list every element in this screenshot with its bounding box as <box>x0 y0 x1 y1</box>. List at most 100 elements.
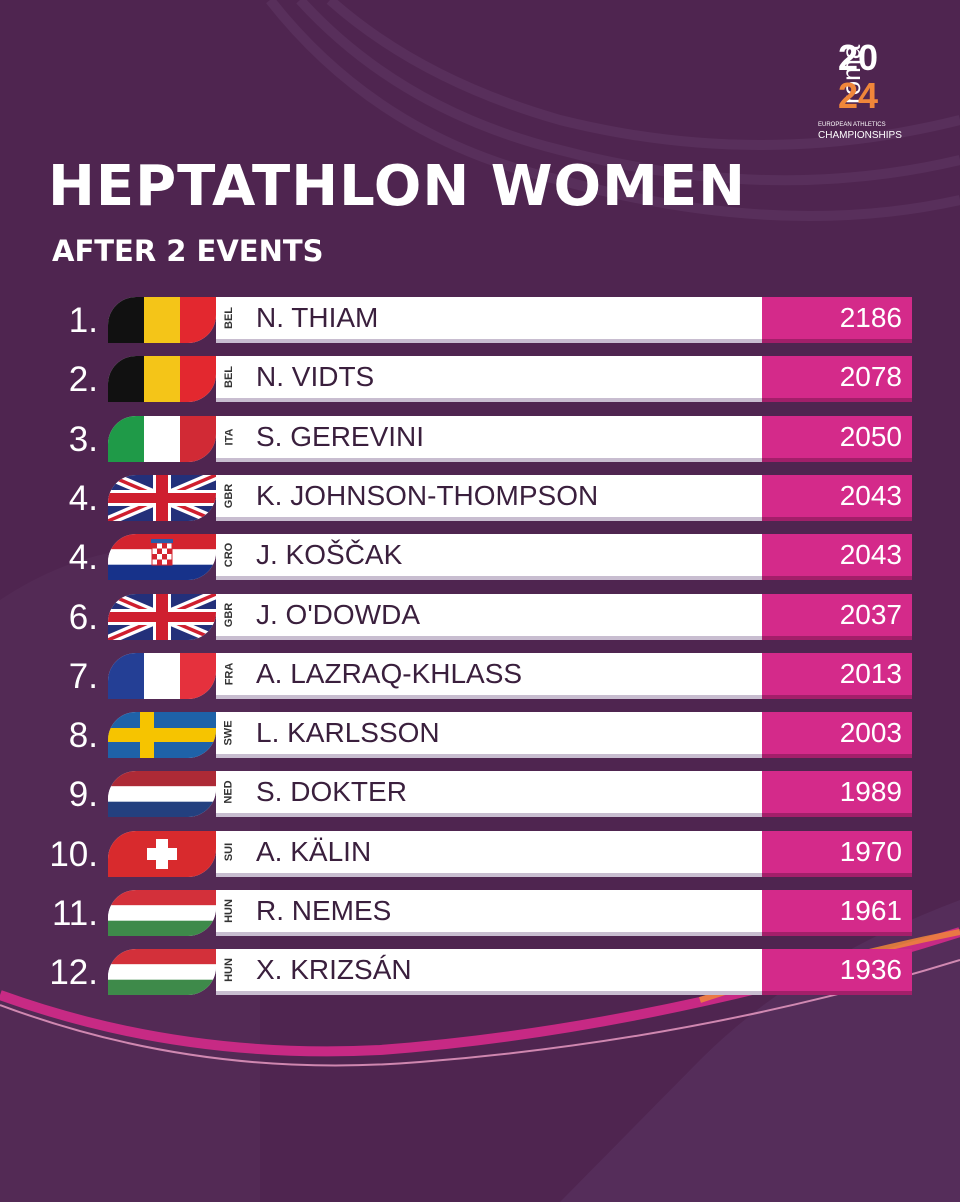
points-value: 1970 <box>839 836 902 867</box>
points-value: 2013 <box>839 658 902 689</box>
rank-label: 4. <box>68 538 98 577</box>
points-box: 2186 <box>762 297 912 343</box>
country-code: NED <box>216 771 242 813</box>
athlete-name: N. VIDTS <box>256 361 375 392</box>
points-value: 1989 <box>839 776 902 807</box>
country-code-text: HUN <box>223 958 235 982</box>
athlete-name: S. DOKTER <box>256 776 407 807</box>
country-code: HUN <box>216 890 242 932</box>
rank-label: 3. <box>68 420 98 459</box>
country-code-text: FRA <box>222 662 235 686</box>
points-value: 1936 <box>839 954 902 985</box>
standings-row: 6. GBR J. O'DOWDA 2037 <box>0 594 960 640</box>
belgium-flag-icon <box>108 297 216 343</box>
rank-label: 1. <box>68 301 98 340</box>
sweden-flag-icon <box>108 712 216 758</box>
athlete-name-bar: BEL N. THIAM <box>216 297 762 343</box>
points-box: 2043 <box>762 475 912 521</box>
standings-row: 3. ITA S. GEREVINI 2050 <box>0 416 960 462</box>
athlete-name-bar: FRA A. LAZRAQ-KHLASS <box>216 653 762 699</box>
uk-flag-icon <box>108 475 216 521</box>
standings-row: 10. SUI A. KÄLIN 1970 <box>0 831 960 877</box>
athlete-name: X. KRIZSÁN <box>256 954 412 985</box>
country-code-text: GBR <box>222 602 235 628</box>
athlete-name: N. THIAM <box>256 302 379 333</box>
points-value: 2043 <box>839 539 902 570</box>
points-box: 1989 <box>762 771 912 817</box>
country-code-text: BEL <box>223 366 235 388</box>
uk-flag-icon <box>108 594 216 640</box>
france-flag-icon <box>108 653 216 699</box>
points-value: 2003 <box>839 717 902 748</box>
logo-year-top: 20 <box>838 37 878 78</box>
logo-city-text: roma <box>836 44 866 104</box>
page-subtitle: AFTER 2 EVENTS <box>52 234 324 268</box>
points-value: 2078 <box>839 361 902 392</box>
page-title: HEPTATHLON WOMEN <box>48 154 746 219</box>
croatia-flag-icon <box>108 534 216 580</box>
hungary-flag-icon <box>108 890 216 936</box>
athlete-name: J. KOŠČAK <box>256 539 403 570</box>
athlete-name-bar: GBR K. JOHNSON-THOMPSON <box>216 475 762 521</box>
points-box: 2037 <box>762 594 912 640</box>
athlete-name-bar: SWE L. KARLSSON <box>216 712 762 758</box>
country-code: BEL <box>216 356 242 398</box>
country-code-text: NED <box>222 780 235 804</box>
standings-row: 9. NED S. DOKTER 1989 <box>0 771 960 817</box>
rank-label: 7. <box>68 657 98 696</box>
country-code-text: SWE <box>223 720 235 746</box>
points-value: 2037 <box>839 599 902 630</box>
country-code-text: SUI <box>223 842 235 862</box>
roma-2024-logo: roma 20 24 EUROPEAN ATHLETICS CHAMPIONSH… <box>812 34 916 144</box>
country-code: CRO <box>216 534 242 576</box>
points-box: 1970 <box>762 831 912 877</box>
athlete-name: J. O'DOWDA <box>256 599 421 630</box>
country-code-text: ITA <box>223 428 235 446</box>
hungary-flag-icon <box>108 949 216 995</box>
country-code-text: BEL <box>223 307 235 329</box>
rank-label: 9. <box>68 775 98 814</box>
points-value: 2050 <box>839 421 902 452</box>
athlete-name-bar: NED S. DOKTER <box>216 771 762 817</box>
athlete-name: R. NEMES <box>256 895 392 926</box>
rank-label: 11. <box>51 894 98 933</box>
points-box: 2003 <box>762 712 912 758</box>
standings-row: 12. HUN X. KRIZSÁN 1936 <box>0 949 960 995</box>
athlete-name-bar: ITA S. GEREVINI <box>216 416 762 462</box>
points-value: 2043 <box>839 480 902 511</box>
country-code: GBR <box>216 475 242 517</box>
athlete-name: A. KÄLIN <box>256 836 372 867</box>
athlete-name-bar: HUN X. KRIZSÁN <box>216 949 762 995</box>
standings-row: 2. BEL N. VIDTS 2078 <box>0 356 960 402</box>
logo-caption: CHAMPIONSHIPS <box>818 130 902 141</box>
italy-flag-icon <box>108 416 216 462</box>
athlete-name: A. LAZRAQ-KHLASS <box>256 658 523 689</box>
country-code: SWE <box>216 712 242 754</box>
belgium-flag-icon <box>108 356 216 402</box>
switzerland-flag-icon <box>108 831 216 877</box>
standings-row: 1. BEL N. THIAM 2186 <box>0 297 960 343</box>
points-box: 1961 <box>762 890 912 936</box>
logo-year-bottom: 24 <box>838 75 878 116</box>
country-code-text: CRO <box>222 542 235 568</box>
athlete-name-bar: HUN R. NEMES <box>216 890 762 936</box>
rank-label: 2. <box>68 360 98 399</box>
athlete-name-bar: GBR J. O'DOWDA <box>216 594 762 640</box>
athlete-name-bar: BEL N. VIDTS <box>216 356 762 402</box>
standings-row: 8. SWE L. KARLSSON 2003 <box>0 712 960 758</box>
athlete-name-bar: CRO J. KOŠČAK <box>216 534 762 580</box>
athlete-name: S. GEREVINI <box>256 421 425 452</box>
rank-label: 4. <box>68 479 98 518</box>
rank-label: 8. <box>68 716 98 755</box>
country-code: GBR <box>216 594 242 636</box>
netherlands-flag-icon <box>108 771 216 817</box>
country-code: HUN <box>216 949 242 991</box>
athlete-name: L. KARLSSON <box>256 717 440 748</box>
points-box: 1936 <box>762 949 912 995</box>
country-code-text: GBR <box>222 483 235 509</box>
logo-small-text: EUROPEAN ATHLETICS <box>818 122 886 128</box>
rank-label: 6. <box>68 598 98 637</box>
country-code: FRA <box>216 653 242 695</box>
athlete-name-bar: SUI A. KÄLIN <box>216 831 762 877</box>
points-box: 2050 <box>762 416 912 462</box>
